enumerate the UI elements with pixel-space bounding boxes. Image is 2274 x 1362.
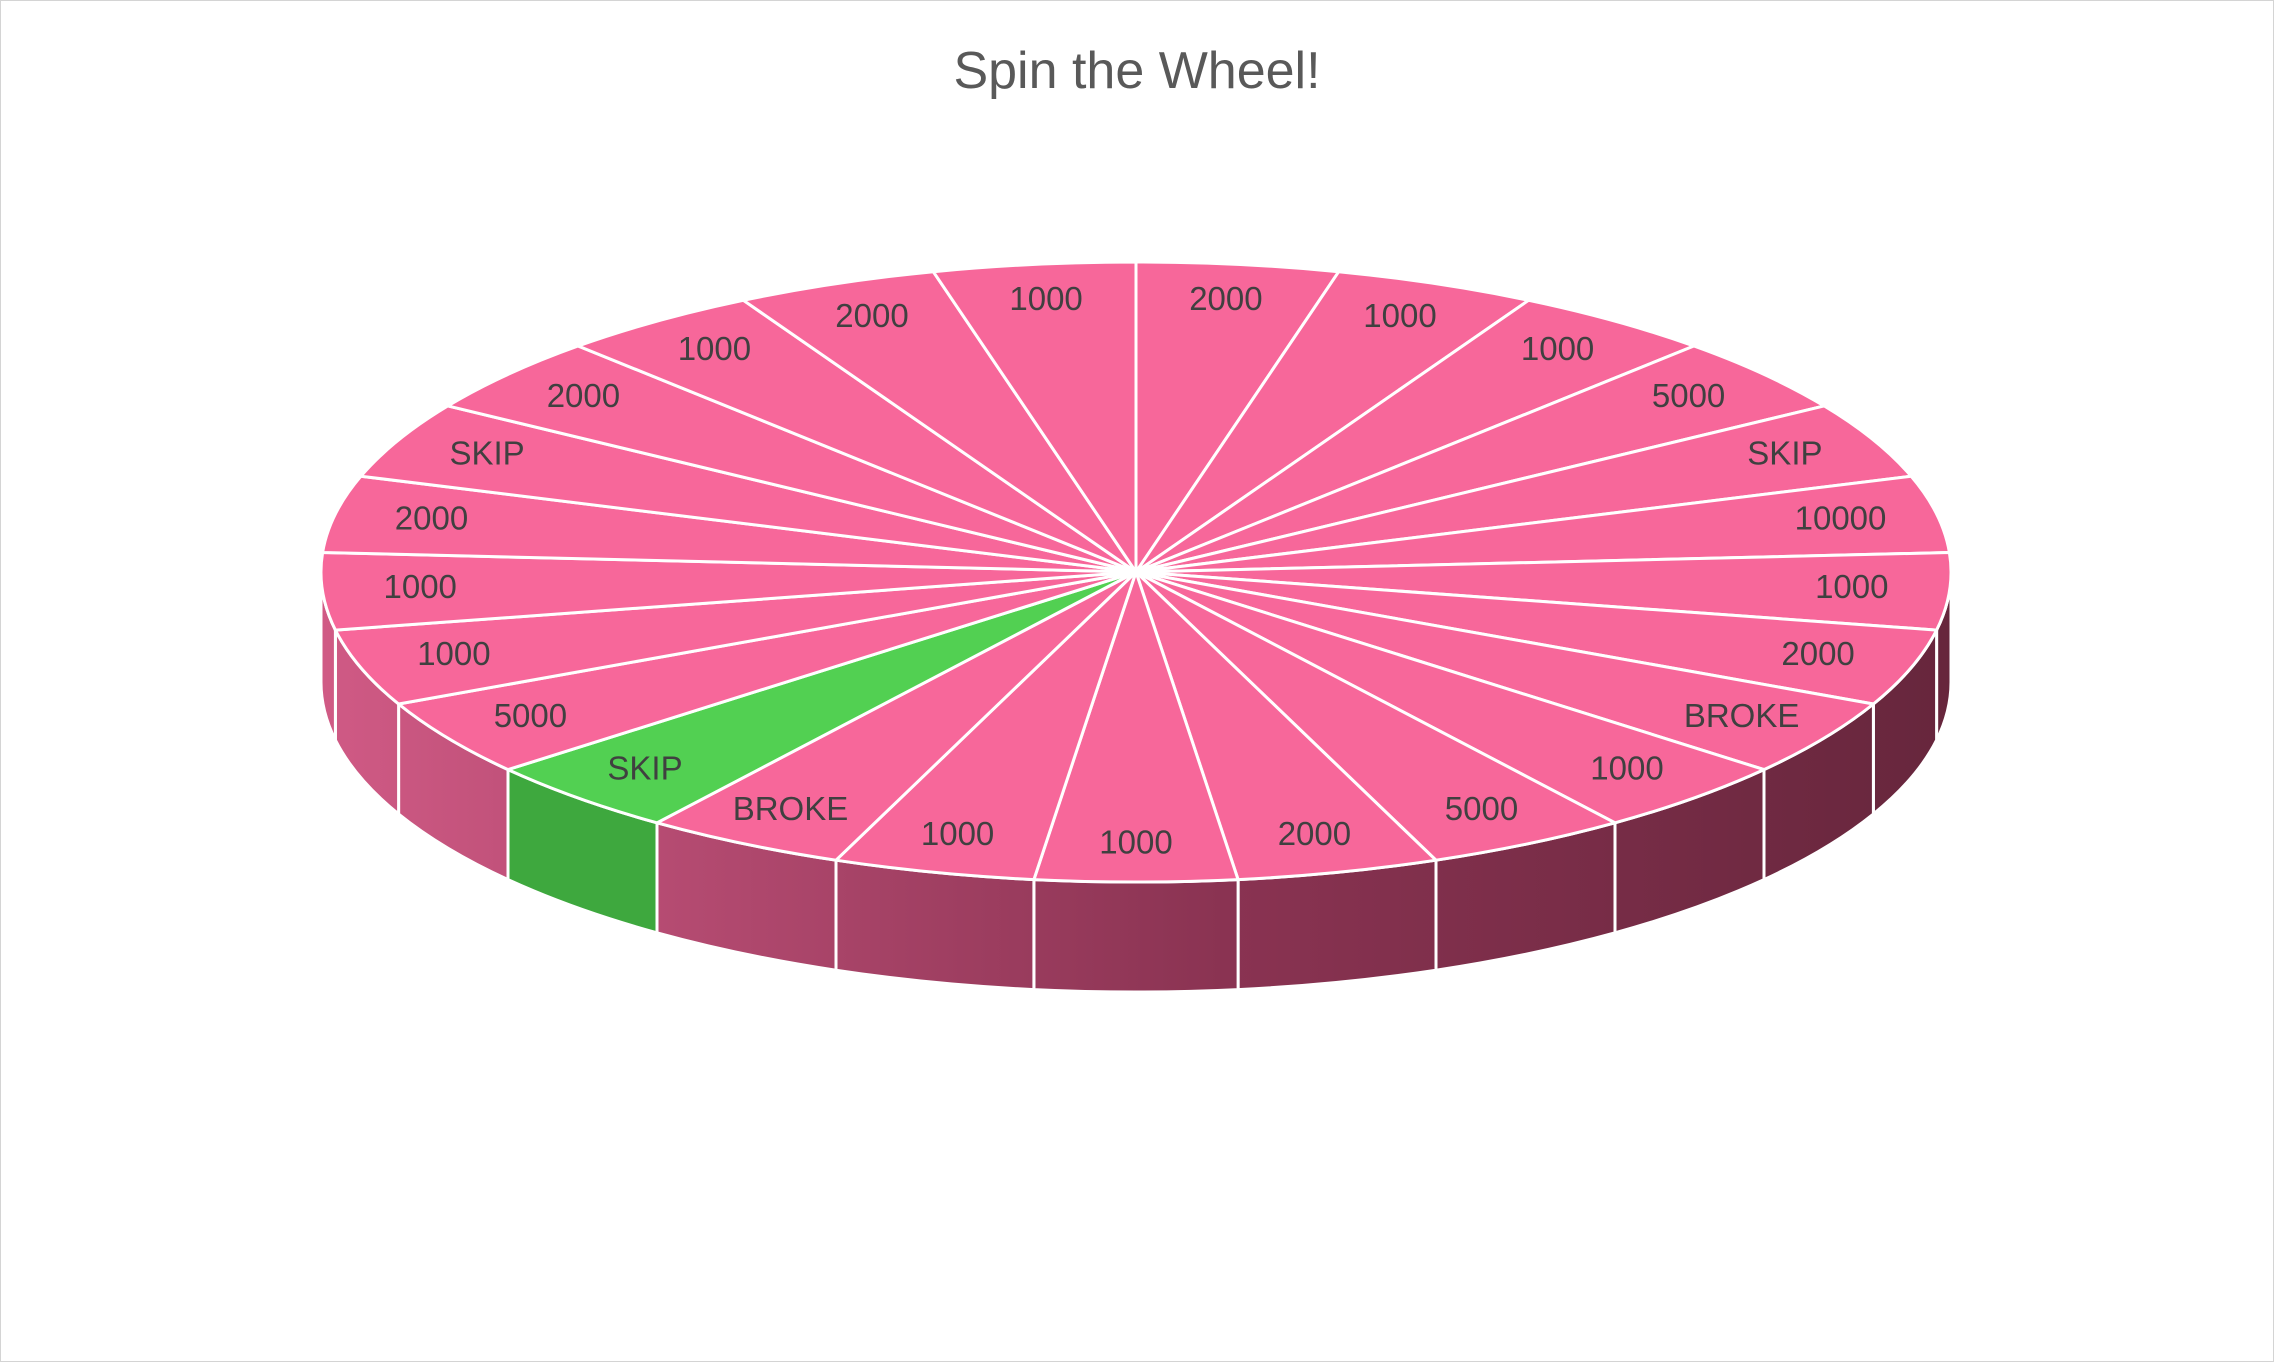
slice-3	[1134, 344, 1826, 574]
slice-label-7: 2000	[1781, 635, 1854, 672]
slice-11	[1134, 570, 1438, 882]
slice-label-12: 1000	[1099, 824, 1172, 861]
slice-24	[931, 260, 1138, 574]
slice-4	[1134, 404, 1913, 574]
slice-14	[655, 570, 1138, 862]
slice-side-13	[834, 858, 1036, 992]
wheel-side	[319, 571, 1953, 994]
slice-label-4: SKIP	[1747, 435, 1822, 472]
slice-label-1: 1000	[1363, 297, 1436, 334]
slice-label-13: 1000	[921, 815, 994, 852]
slice-22	[576, 298, 1138, 574]
slice-label-21: 2000	[547, 377, 620, 414]
slice-2	[1134, 298, 1696, 574]
slice-12	[1032, 570, 1240, 884]
slice-18	[319, 551, 1138, 632]
slice-20	[359, 404, 1138, 574]
chart-title: Spin the Wheel!	[953, 42, 1321, 100]
slice-side-11	[1236, 858, 1438, 992]
wheel-top	[319, 260, 1953, 884]
slice-10	[1134, 570, 1617, 862]
slice-label-6: 1000	[1815, 568, 1888, 605]
slice-label-18: 1000	[383, 568, 456, 605]
slice-label-16: 5000	[494, 697, 567, 734]
slice-21	[446, 344, 1138, 574]
slice-label-22: 1000	[678, 330, 751, 367]
slice-7	[1134, 570, 1939, 706]
slice-label-15: SKIP	[607, 750, 682, 787]
slice-6	[1134, 551, 1953, 632]
slice-17	[333, 570, 1138, 706]
slice-labels: 2000 100010005000SKIP1000010002000BROKE10…	[383, 280, 1888, 860]
slice-label-17: 1000	[417, 635, 490, 672]
slice-5	[1134, 474, 1951, 574]
slice-9	[1134, 570, 1766, 825]
slice-label-23: 2000	[835, 297, 908, 334]
slice-side-12	[1032, 878, 1240, 994]
slice-13	[834, 570, 1138, 882]
slice-15	[506, 570, 1138, 825]
slice-label-8: BROKE	[1684, 697, 1800, 734]
slice-8	[1134, 570, 1875, 772]
slice-label-9: 1000	[1590, 750, 1663, 787]
slice-label-10: 5000	[1445, 790, 1518, 827]
slice-label-24: 1000	[1009, 280, 1082, 317]
slice-label-14: BROKE	[733, 790, 849, 827]
slice-1	[1134, 270, 1531, 574]
slice-label-3: 5000	[1652, 377, 1725, 414]
slice-label-11: 2000	[1278, 815, 1351, 852]
slice-23	[741, 270, 1138, 574]
slice-label-20: SKIP	[449, 435, 524, 472]
slice-label-5: 10000	[1795, 500, 1887, 537]
slice-label-2: 1000	[1521, 330, 1594, 367]
slice-label-19: 2000	[395, 500, 468, 537]
slice-16	[397, 570, 1138, 772]
slice-label-0: 2000	[1189, 280, 1262, 317]
